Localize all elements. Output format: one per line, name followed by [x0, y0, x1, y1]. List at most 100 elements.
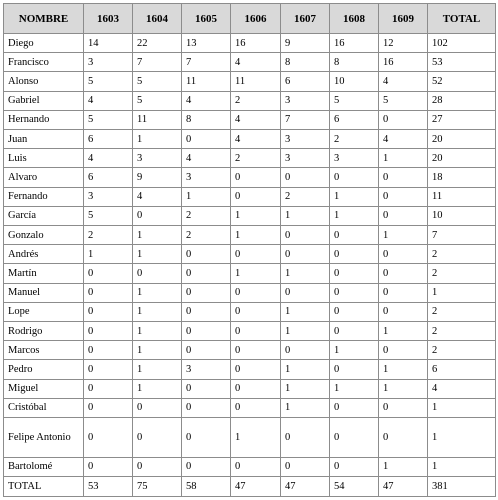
- year-count-cell: 2: [329, 129, 379, 150]
- year-count-cell: 4: [83, 148, 133, 169]
- year-count-cell: 0: [378, 417, 428, 458]
- year-count-cell: 0: [378, 109, 428, 131]
- year-count-cell: 0: [181, 378, 231, 399]
- total-cell: 75: [132, 476, 182, 497]
- year-count-cell: 0: [329, 417, 379, 458]
- year-count-cell: 0: [329, 301, 379, 323]
- year-count-cell: 3: [181, 167, 231, 188]
- name-cell: Francisco: [3, 52, 84, 73]
- header-nombre: NOMBRE: [3, 3, 84, 34]
- year-count-cell: 0: [329, 359, 379, 380]
- year-count-cell: 1: [230, 417, 281, 458]
- name-cell: Alvaro: [3, 167, 84, 188]
- total-cell: 53: [83, 476, 133, 497]
- table-row: Alvaro 6 9 3 0 0 0 0 18: [3, 167, 496, 188]
- year-count-cell: 0: [181, 340, 231, 361]
- header-1604: 1604: [132, 3, 182, 34]
- year-count-cell: 0: [83, 340, 133, 361]
- row-total-cell: 7: [427, 225, 496, 246]
- year-count-cell: 3: [181, 359, 231, 380]
- row-total-cell: 20: [427, 148, 496, 169]
- name-cell: Bartolomé: [3, 456, 84, 477]
- year-count-cell: 2: [230, 90, 281, 111]
- year-count-cell: 3: [83, 52, 133, 73]
- year-count-cell: 4: [230, 109, 281, 131]
- year-count-cell: 0: [230, 282, 281, 303]
- total-cell: 54: [329, 476, 379, 497]
- year-count-cell: 0: [329, 456, 379, 477]
- total-cell: 381: [427, 476, 496, 497]
- year-count-cell: 1: [280, 321, 330, 342]
- year-count-cell: 0: [83, 321, 133, 342]
- row-total-cell: 27: [427, 109, 496, 131]
- table-row: Rodrigo 0 1 0 0 1 0 1 2: [3, 321, 496, 342]
- row-total-cell: 52: [427, 71, 496, 92]
- year-count-cell: 0: [230, 397, 281, 419]
- year-count-cell: 13: [181, 32, 231, 54]
- year-count-cell: 1: [83, 244, 133, 265]
- year-count-cell: 1: [280, 263, 330, 284]
- year-count-cell: 9: [280, 32, 330, 54]
- year-count-cell: 0: [329, 167, 379, 188]
- year-count-cell: 1: [132, 282, 182, 303]
- year-count-cell: 1: [378, 378, 428, 399]
- table-row: Miguel 0 1 0 0 1 1 1 4: [3, 378, 496, 399]
- year-count-cell: 4: [132, 186, 182, 207]
- year-count-cell: 4: [181, 148, 231, 169]
- name-cell: Lope: [3, 301, 84, 323]
- year-count-cell: 7: [181, 52, 231, 73]
- year-count-cell: 4: [83, 90, 133, 111]
- year-count-cell: 2: [280, 186, 330, 207]
- row-total-cell: 2: [427, 263, 496, 284]
- name-cell: Pedro: [3, 359, 84, 380]
- year-count-cell: 0: [280, 456, 330, 477]
- table-row: Manuel 0 1 0 0 0 0 0 1: [3, 282, 496, 303]
- year-count-cell: 1: [230, 225, 281, 246]
- year-count-cell: 0: [83, 456, 133, 477]
- year-count-cell: 1: [329, 186, 379, 207]
- year-count-cell: 0: [181, 397, 231, 419]
- year-count-cell: 0: [280, 282, 330, 303]
- header-1607: 1607: [280, 3, 330, 34]
- year-count-cell: 0: [378, 282, 428, 303]
- year-count-cell: 8: [280, 52, 330, 73]
- year-count-cell: 2: [181, 225, 231, 246]
- year-count-cell: 0: [230, 244, 281, 265]
- year-count-cell: 1: [280, 205, 330, 227]
- year-count-cell: 4: [378, 129, 428, 150]
- year-count-cell: 0: [83, 263, 133, 284]
- year-count-cell: 1: [329, 205, 379, 227]
- year-count-cell: 0: [280, 244, 330, 265]
- year-count-cell: 0: [230, 167, 281, 188]
- total-label: TOTAL: [3, 476, 84, 497]
- year-count-cell: 0: [329, 225, 379, 246]
- row-total-cell: 2: [427, 301, 496, 323]
- row-total-cell: 102: [427, 32, 496, 54]
- name-cell: Juan: [3, 129, 84, 150]
- year-count-cell: 0: [378, 301, 428, 323]
- year-count-cell: 1: [280, 359, 330, 380]
- name-cell: Rodrigo: [3, 321, 84, 342]
- table-row: Pedro 0 1 3 0 1 0 1 6: [3, 359, 496, 380]
- table-row: Andrés 1 1 0 0 0 0 0 2: [3, 244, 496, 265]
- table-row: Gabriel 4 5 4 2 3 5 5 28: [3, 90, 496, 111]
- year-count-cell: 1: [280, 378, 330, 399]
- year-count-cell: 3: [280, 90, 330, 111]
- year-count-cell: 11: [181, 71, 231, 92]
- name-cell: Fernando: [3, 186, 84, 207]
- year-count-cell: 0: [329, 321, 379, 342]
- row-total-cell: 2: [427, 244, 496, 265]
- year-count-cell: 0: [83, 417, 133, 458]
- year-count-cell: 1: [132, 359, 182, 380]
- name-cell: Miguel: [3, 378, 84, 399]
- row-total-cell: 1: [427, 397, 496, 419]
- year-count-cell: 0: [132, 456, 182, 477]
- year-count-cell: 1: [132, 340, 182, 361]
- table-row: Marcos 0 1 0 0 0 1 0 2: [3, 340, 496, 361]
- name-cell: Felipe Antonio: [3, 417, 84, 458]
- table-row: Luis 4 3 4 2 3 3 1 20: [3, 148, 496, 169]
- year-count-cell: 5: [132, 90, 182, 111]
- year-count-cell: 0: [378, 340, 428, 361]
- year-count-cell: 0: [132, 205, 182, 227]
- row-total-cell: 2: [427, 321, 496, 342]
